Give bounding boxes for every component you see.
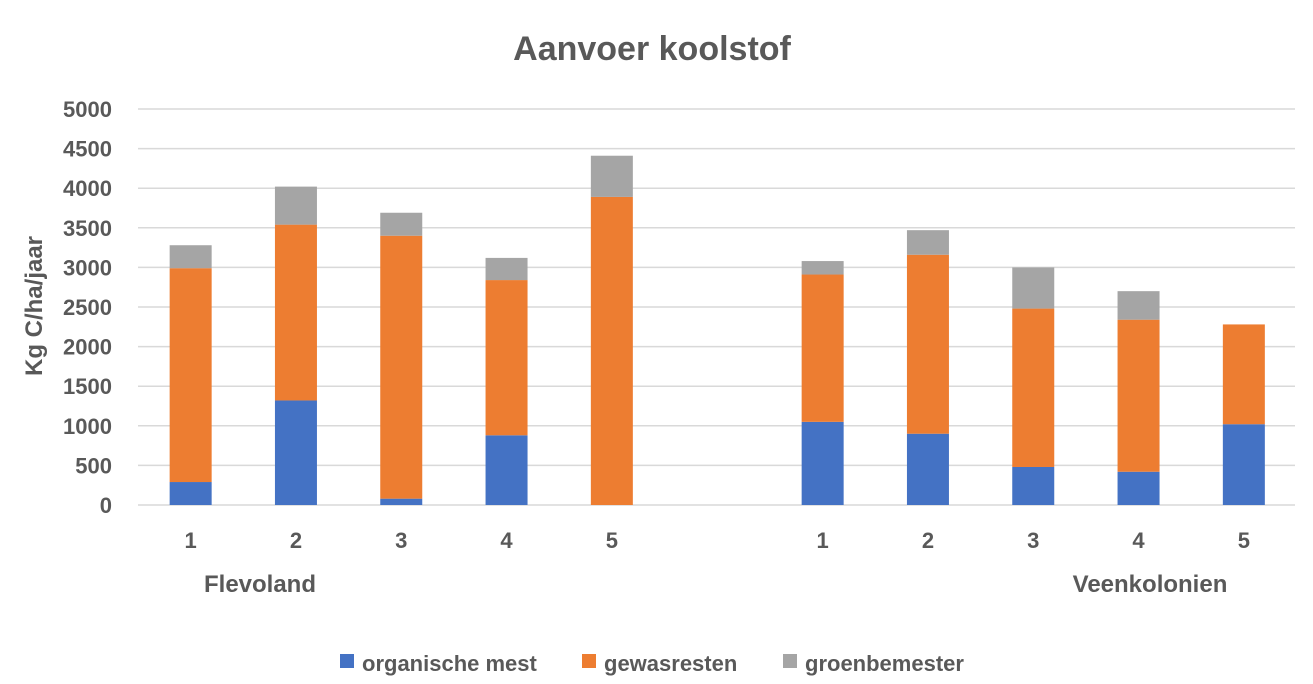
y-tick-label: 500 (75, 453, 112, 478)
bar-segment-groenbemester (590, 155, 633, 197)
group-labels: Flevoland Veenkolonien (204, 571, 1227, 598)
bar-segment-organische-mest (906, 433, 949, 505)
bars (169, 155, 1265, 506)
legend-item-organische-mest: organische mest (340, 651, 538, 676)
x-tick-label: 2 (922, 528, 934, 553)
bar-segment-gewasresten (1012, 308, 1055, 467)
x-axis-ticks: 1 2 3 4 5 1 2 3 4 5 (185, 528, 1250, 553)
x-tick-label: 2 (290, 528, 302, 553)
bar-segment-organische-mest (274, 400, 317, 505)
x-tick-label: 1 (185, 528, 197, 553)
x-tick-label: 5 (1238, 528, 1250, 553)
legend-label-gewasresten: gewasresten (604, 651, 737, 676)
bar-segment-gewasresten (169, 268, 212, 483)
bar-segment-gewasresten (906, 254, 949, 434)
bar-segment-organische-mest (1222, 424, 1265, 505)
bar-segment-organische-mest (380, 498, 423, 505)
legend-item-gewasresten: gewasresten (582, 651, 737, 676)
bar-segment-groenbemester (1012, 267, 1055, 309)
bar-segment-gewasresten (1117, 319, 1160, 472)
legend-swatch-groenbemester (783, 654, 797, 668)
group-label-veenkolonien: Veenkolonien (1073, 571, 1228, 598)
bar-segment-groenbemester (1117, 291, 1160, 320)
legend-swatch-gewasresten (582, 654, 596, 668)
bar-segment-groenbemester (485, 257, 528, 281)
bar-segment-gewasresten (485, 280, 528, 436)
x-tick-label: 4 (1132, 528, 1145, 553)
bar-segment-groenbemester (801, 261, 844, 275)
x-tick-label: 4 (500, 528, 513, 553)
legend-swatch-organische-mest (340, 654, 354, 668)
y-tick-label: 3000 (63, 255, 112, 280)
y-tick-label: 2000 (63, 335, 112, 360)
y-tick-label: 1500 (63, 374, 112, 399)
bar-segment-organische-mest (1117, 471, 1160, 505)
y-tick-label: 5000 (63, 97, 112, 122)
bar-segment-gewasresten (380, 235, 423, 499)
bar-segment-groenbemester (274, 186, 317, 225)
y-axis-label: Kg C/ha/jaar (21, 236, 48, 376)
bar-segment-organische-mest (1012, 466, 1055, 505)
bar-segment-groenbemester (169, 245, 212, 269)
y-tick-label: 1000 (63, 414, 112, 439)
x-tick-label: 3 (1027, 528, 1039, 553)
bar-segment-gewasresten (274, 224, 317, 401)
bar-segment-gewasresten (801, 274, 844, 422)
bar-segment-groenbemester (380, 212, 423, 236)
y-tick-label: 2500 (63, 295, 112, 320)
legend-item-groenbemester: groenbemester (783, 651, 964, 676)
group-label-flevoland: Flevoland (204, 571, 316, 598)
gridlines (138, 108, 1295, 506)
bar-segment-organische-mest (485, 435, 528, 505)
chart-title: Aanvoer koolstof (513, 30, 791, 68)
legend-label-groenbemester: groenbemester (805, 651, 964, 676)
bar-segment-gewasresten (1222, 324, 1265, 425)
x-tick-label: 3 (395, 528, 407, 553)
bar-segment-groenbemester (906, 230, 949, 255)
y-tick-label: 4500 (63, 137, 112, 162)
legend-label-organische-mest: organische mest (362, 651, 538, 676)
x-tick-label: 1 (817, 528, 829, 553)
legend: organische mest gewasresten groenbemeste… (340, 651, 964, 676)
x-tick-label: 5 (606, 528, 618, 553)
y-tick-label: 4000 (63, 176, 112, 201)
y-tick-label: 0 (100, 493, 112, 518)
bar-segment-gewasresten (590, 196, 633, 506)
y-tick-label: 3500 (63, 216, 112, 241)
bar-segment-organische-mest (169, 482, 212, 505)
y-axis-ticks: 0 500 1000 1500 2000 2500 3000 3500 4000 4500 5000 (63, 97, 112, 518)
bar-segment-organische-mest (801, 421, 844, 505)
